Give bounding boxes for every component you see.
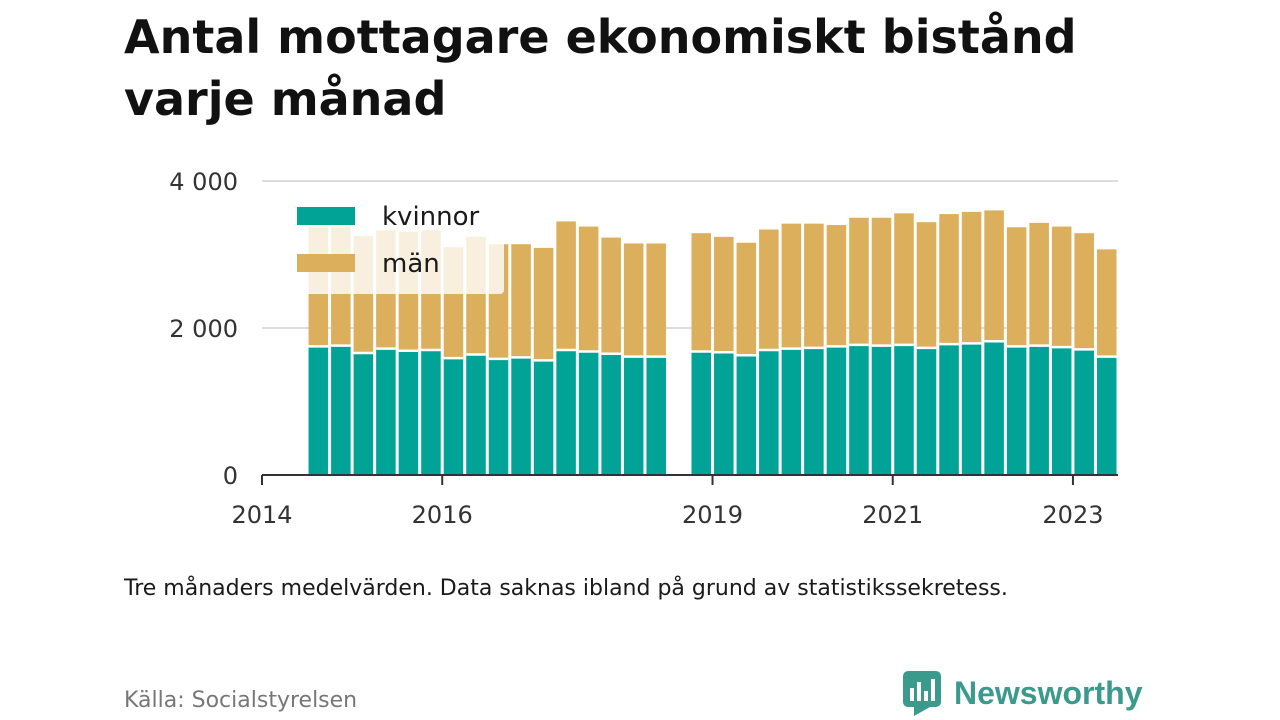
bar-kvinnor bbox=[376, 348, 396, 475]
x-tick-label: 2023 bbox=[1042, 501, 1103, 529]
bar-man bbox=[556, 221, 576, 351]
bar-kvinnor bbox=[939, 344, 959, 475]
bar-man bbox=[1006, 227, 1027, 347]
bar-man bbox=[804, 223, 824, 348]
bar-kvinnor bbox=[804, 347, 824, 475]
bar-man bbox=[961, 211, 982, 344]
bar-kvinnor bbox=[1051, 347, 1072, 475]
bar-man bbox=[894, 213, 914, 345]
bar-kvinnor bbox=[691, 351, 712, 475]
x-tick-label: 2021 bbox=[862, 501, 923, 529]
bar-man bbox=[916, 222, 937, 348]
legend-swatch bbox=[297, 254, 355, 272]
bar-man bbox=[826, 225, 847, 347]
bar-kvinnor bbox=[578, 351, 599, 475]
bar-kvinnor bbox=[623, 356, 644, 475]
bar-kvinnor bbox=[736, 355, 757, 475]
bar-kvinnor bbox=[871, 345, 892, 475]
bar-man bbox=[533, 247, 554, 361]
bar-man bbox=[1051, 226, 1072, 348]
bar-man bbox=[578, 226, 599, 352]
bar-kvinnor bbox=[1096, 356, 1117, 475]
bar-man bbox=[1096, 249, 1117, 357]
x-tick-label: 2016 bbox=[412, 501, 473, 529]
bar-man bbox=[736, 242, 757, 356]
bar-kvinnor bbox=[916, 347, 937, 475]
bar-kvinnor bbox=[421, 350, 441, 475]
bar-kvinnor bbox=[556, 350, 576, 475]
brand[interactable]: Newsworthy bbox=[902, 670, 1142, 716]
legend-label: kvinnor bbox=[382, 202, 480, 232]
bar-kvinnor bbox=[826, 346, 847, 475]
legend-label: män bbox=[382, 249, 440, 279]
bar-kvinnor bbox=[331, 345, 351, 475]
bar-kvinnor bbox=[714, 352, 734, 475]
chart-title: Antal mottagare ekonomiskt bistånd varje… bbox=[124, 10, 1077, 126]
bar-man bbox=[1074, 233, 1094, 350]
bar-man bbox=[759, 229, 779, 351]
bar-man bbox=[646, 243, 666, 357]
bar-kvinnor bbox=[961, 343, 982, 475]
bar-kvinnor bbox=[1074, 349, 1094, 475]
bar-man bbox=[781, 223, 802, 349]
bar-man bbox=[691, 233, 712, 352]
bar-kvinnor bbox=[533, 360, 554, 475]
bar-kvinnor bbox=[1029, 345, 1049, 475]
bar-man bbox=[511, 244, 531, 358]
bar-kvinnor bbox=[466, 354, 486, 475]
bar-kvinnor bbox=[781, 348, 802, 475]
stacked-bar-chart: 0 2 000 4 000 2014 2016 2019 2021 2023 kvinnor m… bbox=[169, 168, 1118, 529]
y-tick-label: 2 000 bbox=[169, 315, 238, 343]
bar-kvinnor bbox=[849, 344, 869, 475]
bar-kvinnor bbox=[984, 341, 1004, 475]
axes: 0 2 000 4 000 2014 2016 2019 2021 2023 bbox=[169, 168, 1118, 529]
bar-man bbox=[849, 217, 869, 345]
chart-note: Tre månaders medelvärden. Data saknas ib… bbox=[124, 576, 1008, 601]
bar-kvinnor bbox=[398, 350, 419, 475]
bar-man bbox=[984, 210, 1004, 342]
bar-man bbox=[939, 214, 959, 345]
bar-man bbox=[714, 236, 734, 353]
bar-man bbox=[1029, 222, 1049, 346]
bar-kvinnor bbox=[894, 344, 914, 475]
bar-kvinnor bbox=[353, 352, 374, 475]
legend: kvinnor män bbox=[290, 196, 504, 294]
y-tick-label: 4 000 bbox=[169, 168, 238, 196]
bar-kvinnor bbox=[1006, 346, 1027, 475]
bar-kvinnor bbox=[601, 353, 621, 475]
bar-kvinnor bbox=[443, 358, 464, 475]
bar-kvinnor bbox=[488, 358, 509, 475]
newsworthy-logo-icon bbox=[903, 671, 941, 716]
source-label: Källa: Socialstyrelsen bbox=[124, 688, 358, 713]
bar-man bbox=[871, 217, 892, 346]
bar-kvinnor bbox=[511, 357, 531, 475]
bar-kvinnor bbox=[308, 346, 329, 475]
y-tick-label: 0 bbox=[223, 462, 238, 490]
bar-man bbox=[601, 237, 621, 354]
brand-name: Newsworthy bbox=[954, 674, 1143, 711]
bar-kvinnor bbox=[759, 350, 779, 475]
bar-kvinnor bbox=[646, 356, 666, 475]
legend-swatch bbox=[297, 207, 355, 225]
x-tick-label: 2019 bbox=[682, 501, 743, 529]
bar-man bbox=[623, 243, 644, 357]
x-tick-label: 2014 bbox=[231, 501, 292, 529]
